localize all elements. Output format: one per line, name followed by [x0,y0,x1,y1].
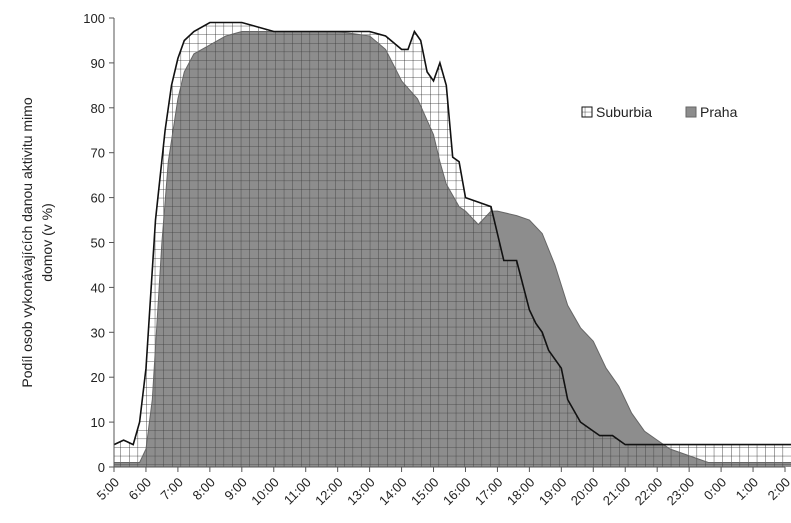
y-axis-label-line-1: Podíl osob vykonávajících danou aktivitu… [19,97,35,387]
y-tick-label: 80 [91,101,105,116]
x-tick-label: 15:00 [408,475,442,509]
x-tick-label: 23:00 [664,475,698,509]
x-tick-label: 9:00 [221,475,250,504]
x-tick-label: 13:00 [344,475,378,509]
plot-area [113,21,791,467]
y-tick-label: 40 [91,280,105,295]
x-tick-label: 8:00 [189,475,218,504]
x-tick-label: 10:00 [248,475,282,509]
x-tick-label: 2:00 [765,475,791,504]
x-tick-label: 22:00 [632,475,666,509]
legend-swatch-praha [685,106,697,118]
x-tick-label: 12:00 [312,475,346,509]
y-tick-label: 0 [98,460,105,475]
x-tick-label: 0:00 [701,475,730,504]
y-tick-group: 0 10 20 30 40 50 60 70 80 90 100 [83,11,114,475]
series-suburbia-line [113,21,791,446]
legend-swatch-suburbia [581,106,593,118]
y-tick-label: 30 [91,325,105,340]
x-tick-label: 21:00 [600,475,634,509]
x-tick-label: 1:00 [733,475,762,504]
y-tick-label: 50 [91,236,105,251]
y-tick-label: 20 [91,370,105,385]
legend-label-suburbia: Suburbia [596,104,652,120]
y-tick-label: 70 [91,146,105,161]
x-tick-label: 16:00 [440,475,474,509]
y-tick-label: 10 [91,415,105,430]
x-tick-label: 5:00 [94,475,123,504]
x-tick-label: 7:00 [158,475,187,504]
x-tick-label: 20:00 [568,475,602,509]
x-tick-label: 11:00 [281,475,314,508]
series-overlap-area [114,31,791,467]
y-tick-label: 60 [91,191,105,206]
y-tick-label: 90 [91,56,105,71]
legend: Suburbia Praha [581,104,738,120]
y-axis-label-line-2: domov (v %) [39,203,55,282]
x-tick-label: 19:00 [536,475,570,509]
x-tick-label: 17:00 [472,475,506,509]
x-tick-label: 14:00 [376,475,410,509]
legend-label-praha: Praha [700,104,738,120]
x-tick-label: 18:00 [504,475,538,509]
series-praha-line [114,31,791,463]
y-axis-label: Podíl osob vykonávajících danou aktivitu… [19,97,55,387]
y-tick-label: 100 [83,11,105,26]
x-tick-label: 6:00 [126,475,155,504]
